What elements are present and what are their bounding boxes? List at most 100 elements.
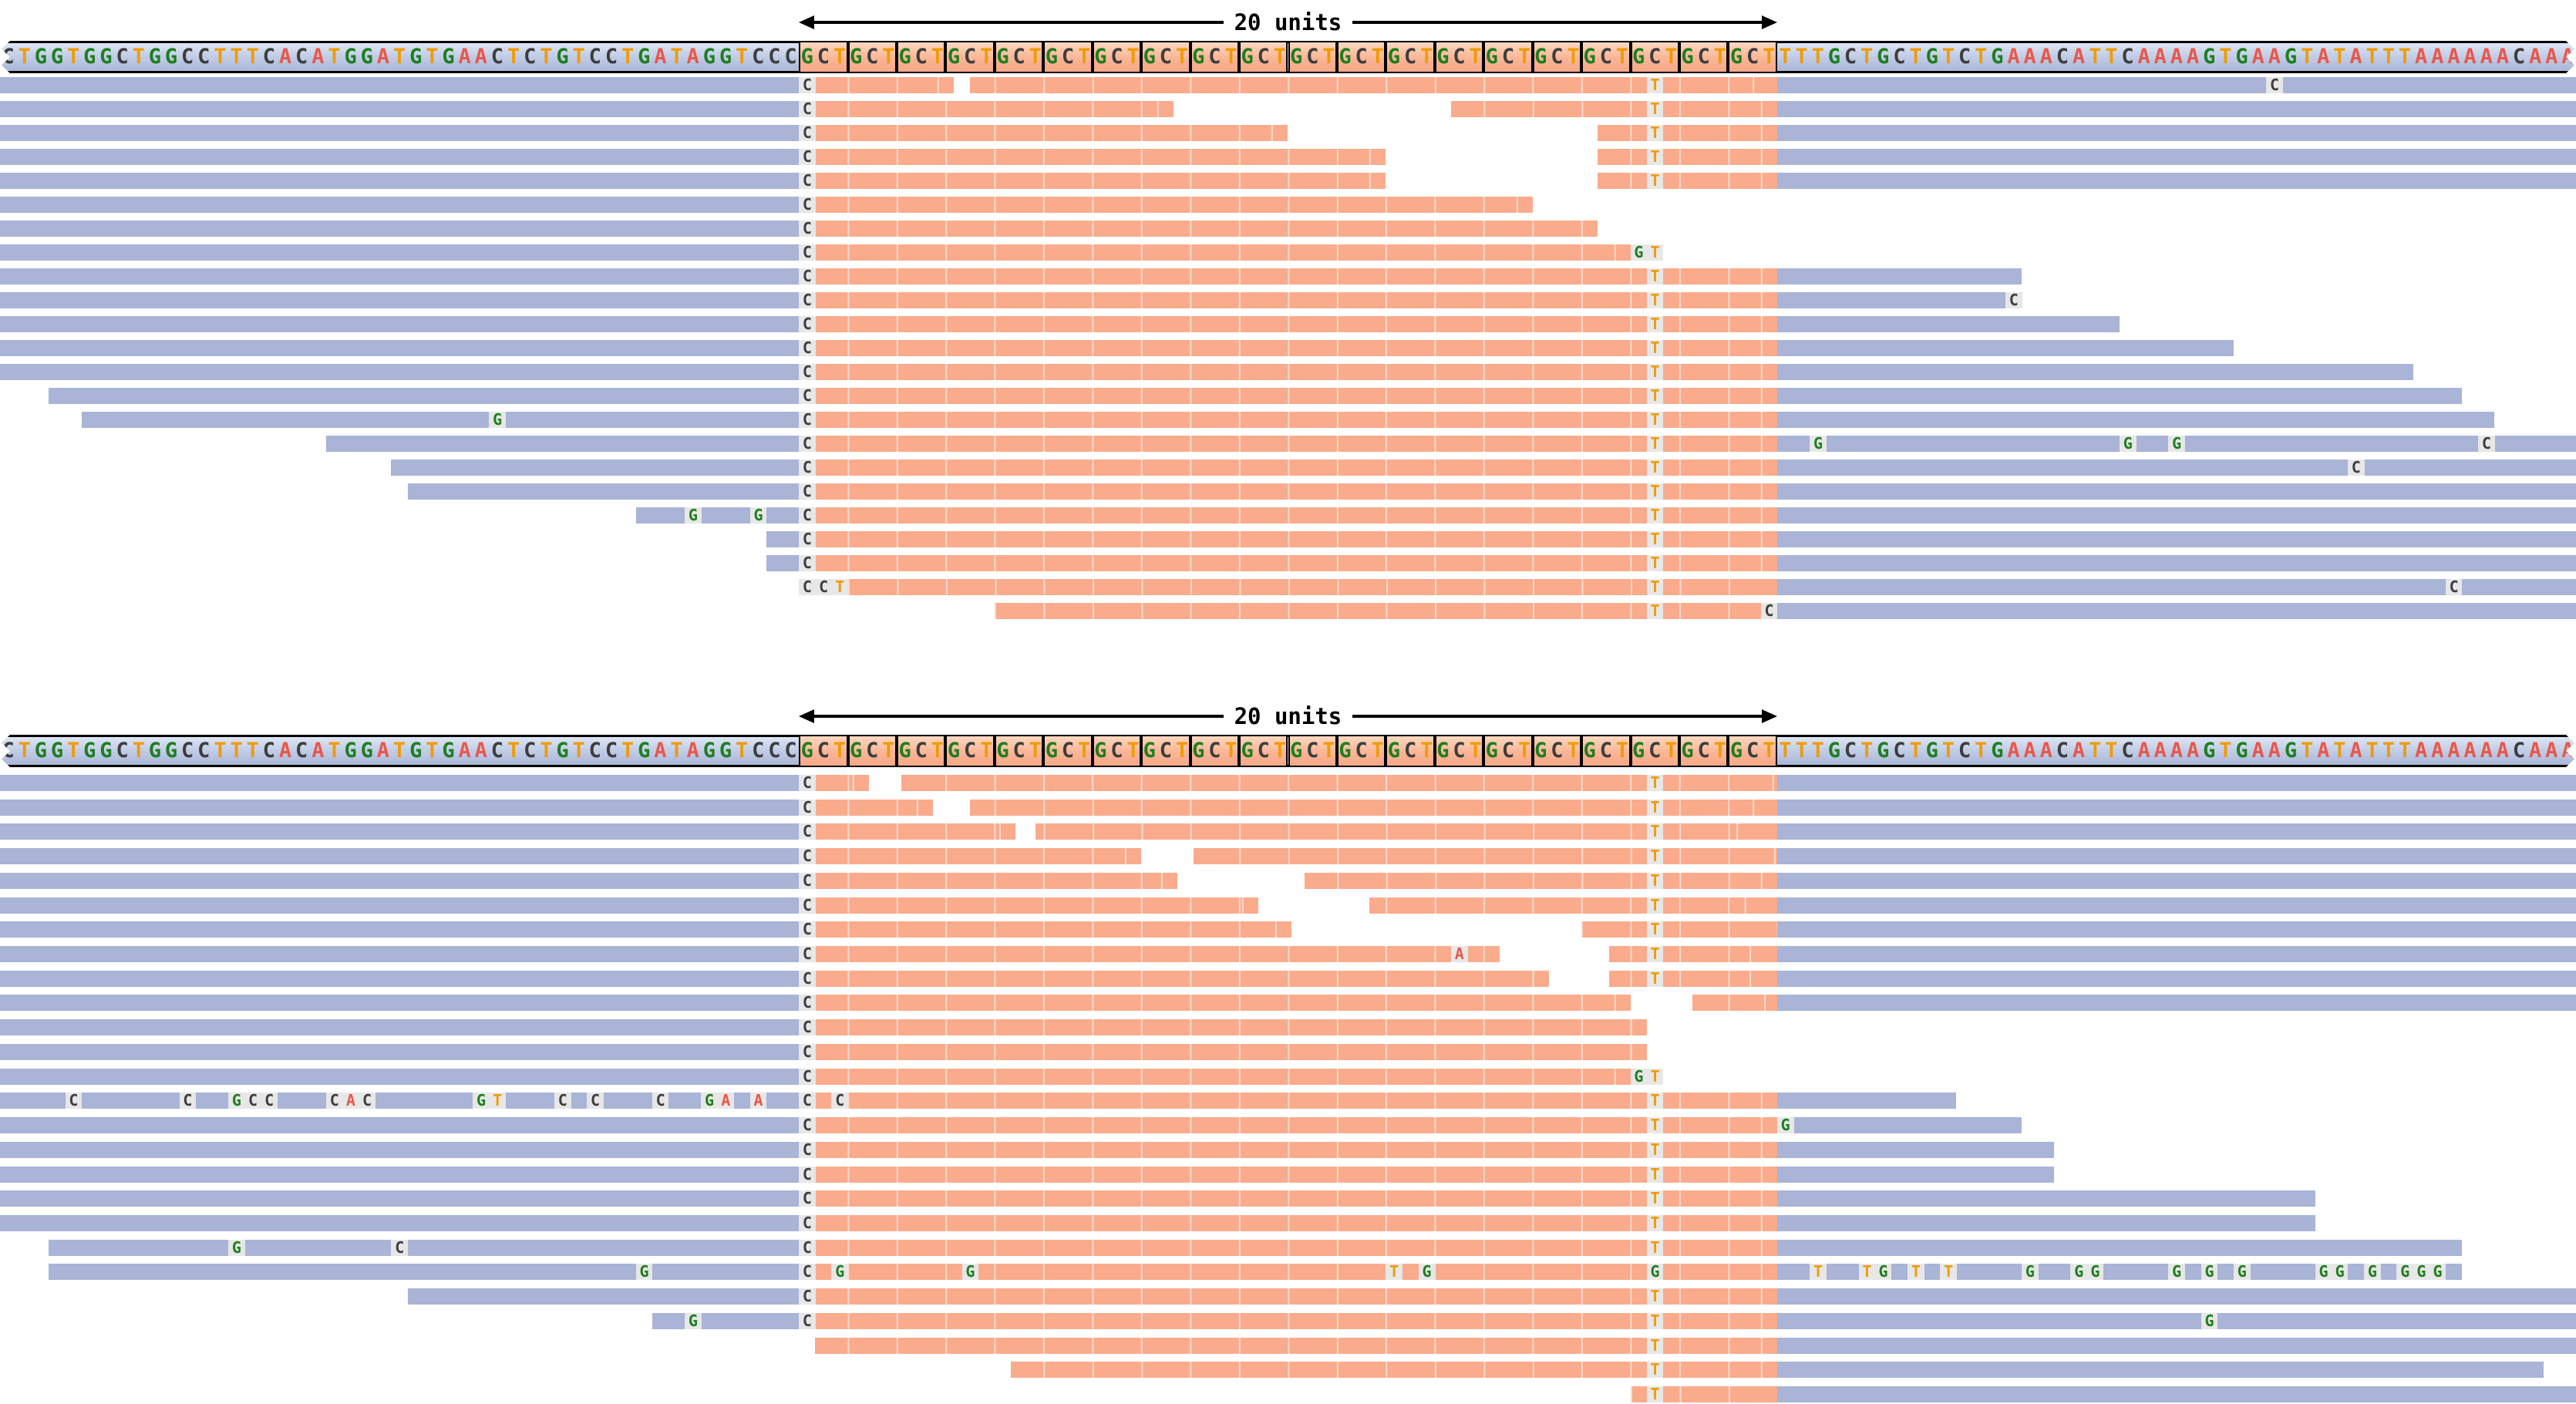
- read-repeat-segment: [1581, 921, 1777, 938]
- read-repeat-segment: [815, 77, 954, 93]
- mismatch-base-G: G: [2086, 1264, 2104, 1281]
- reference-base: G: [1045, 739, 1059, 763]
- mismatch-base-T: T: [1646, 1093, 1664, 1109]
- read-repeat-segment: [1692, 995, 1777, 1012]
- mismatch-base-C: C: [799, 1117, 816, 1134]
- reference-base: C: [1648, 739, 1662, 763]
- mismatch-base-C: C: [799, 872, 816, 889]
- read-right-flank: [1776, 1337, 2576, 1354]
- reference-base: G: [1094, 45, 1107, 69]
- reference-base: A: [2480, 739, 2493, 763]
- mismatch-base-G: G: [685, 507, 702, 524]
- reference-base: C: [2056, 739, 2069, 763]
- reference-base: G: [1436, 739, 1450, 763]
- reference-base: T: [882, 739, 895, 763]
- mismatch-base-G: G: [228, 1239, 245, 1256]
- repeat-unit-box: [897, 735, 945, 767]
- read-row: C: [0, 221, 2576, 237]
- reference-base: A: [2072, 739, 2086, 763]
- reference-base: C: [1110, 45, 1123, 69]
- repeat-unit-box: [1093, 41, 1141, 73]
- reference-base: C: [1453, 739, 1466, 763]
- reference-base: A: [2431, 45, 2444, 69]
- read-left-flank: [0, 149, 800, 165]
- reference-base: G: [1827, 739, 1840, 763]
- read-repeat-segment: [815, 173, 1386, 189]
- reference-base: C: [262, 739, 276, 763]
- reference-base: G: [1729, 45, 1743, 69]
- read-repeat-segment: [815, 848, 1142, 865]
- reference-base: G: [719, 739, 732, 763]
- read-left-flank: [81, 412, 800, 428]
- read-left-flank: [0, 799, 800, 816]
- mismatch-base-G: G: [2168, 436, 2185, 452]
- reference-base: A: [2268, 739, 2281, 763]
- repeat-unit-box: [1288, 735, 1337, 767]
- reference-base: G: [1241, 739, 1254, 763]
- reference-base: G: [1925, 45, 1938, 69]
- mismatch-base-T: T: [1646, 848, 1664, 865]
- reference-base: C: [2, 45, 15, 69]
- reference-base: T: [214, 739, 227, 763]
- reference-base: C: [1893, 739, 1906, 763]
- reference-base: A: [2072, 45, 2086, 69]
- mismatch-base-C: C: [587, 1093, 604, 1109]
- reference-base: T: [670, 739, 683, 763]
- repeat-unit-box: [1043, 41, 1092, 73]
- reference-base: G: [556, 739, 569, 763]
- read-left-flank: [0, 173, 800, 189]
- mismatch-base-C: C: [799, 1068, 816, 1085]
- reference-base: G: [947, 45, 961, 69]
- read-repeat-segment: [815, 775, 870, 791]
- read-repeat-segment: [815, 316, 1777, 332]
- reference-base: T: [2333, 739, 2346, 763]
- reference-base: T: [735, 45, 749, 69]
- reference-base: C: [964, 45, 977, 69]
- mismatch-base-A: A: [342, 1093, 359, 1109]
- reference-base: T: [18, 45, 31, 69]
- read-left-flank: [766, 531, 800, 547]
- reference-base: T: [1941, 739, 1955, 763]
- mismatch-base-C: C: [799, 1264, 816, 1281]
- read-right-flank: [1776, 1386, 2576, 1402]
- reference-base: G: [1991, 45, 2004, 69]
- reference-base: A: [2463, 45, 2477, 69]
- ruler-label: 20 units: [1234, 703, 1342, 729]
- read-repeat-segment: [815, 1068, 1631, 1085]
- mismatch-base-C: C: [799, 173, 816, 189]
- mismatch-base-T: T: [1646, 872, 1664, 889]
- read-repeat-segment: [815, 1141, 1777, 1158]
- reference-base: G: [1534, 45, 1547, 69]
- repeat-unit-box: [848, 735, 897, 767]
- read-repeat-segment: [1011, 1362, 1777, 1379]
- mismatch-base-C: C: [799, 1312, 816, 1329]
- mismatch-base-G: G: [2168, 1264, 2185, 1281]
- reference-base: C: [1257, 45, 1270, 69]
- reference-base: T: [1909, 739, 1922, 763]
- reference-base: C: [768, 739, 781, 763]
- mismatch-base-T: T: [1646, 1386, 1664, 1402]
- read-repeat-segment: [815, 1337, 1777, 1354]
- mismatch-base-C: C: [799, 292, 816, 308]
- repeat-unit-box: [945, 735, 994, 767]
- reference-base: C: [1844, 739, 1857, 763]
- repeat-unit-box: [848, 41, 897, 73]
- reference-base: G: [50, 739, 64, 763]
- reference-base: G: [1485, 45, 1498, 69]
- reference-base: G: [1241, 45, 1254, 69]
- mismatch-base-G: G: [2331, 1264, 2349, 1281]
- reference-base: C: [1501, 739, 1515, 763]
- read-right-flank: [1776, 173, 2576, 189]
- mismatch-base-C: C: [799, 1019, 816, 1036]
- mismatch-base-T: T: [1646, 603, 1664, 619]
- reference-base: G: [1192, 45, 1205, 69]
- mismatch-base-T: T: [1810, 1264, 1827, 1281]
- reference-base: G: [1925, 739, 1938, 763]
- reference-base: G: [850, 45, 863, 69]
